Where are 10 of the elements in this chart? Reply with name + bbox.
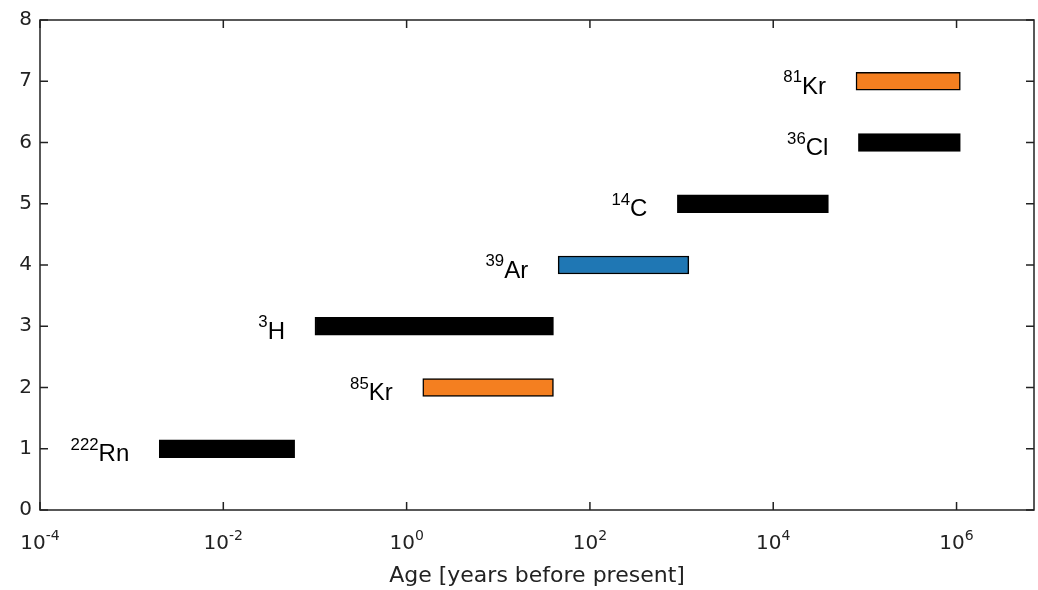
y-tick-label: 2: [19, 373, 32, 398]
y-tick-label: 3: [19, 312, 32, 337]
y-tick-label: 7: [19, 67, 32, 92]
y-tick-label: 0: [19, 496, 32, 521]
x-axis-title: Age [years before present]: [389, 561, 685, 587]
y-tick-label: 4: [19, 251, 32, 276]
y-tick-label: 6: [19, 128, 32, 153]
y-tick-label: 8: [19, 6, 32, 31]
y-tick-label: 5: [19, 189, 32, 214]
y-tick-label: 1: [19, 434, 32, 459]
